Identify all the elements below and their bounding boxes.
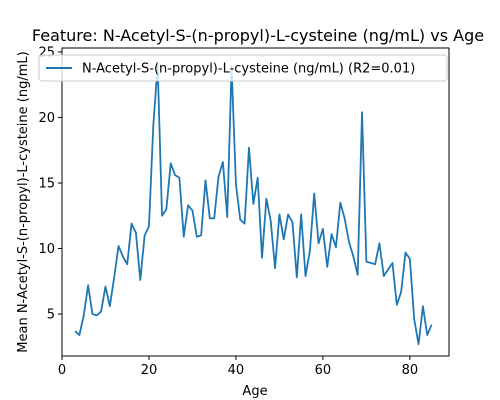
- x-axis-label: Age: [242, 384, 267, 399]
- plot-frame: [61, 47, 450, 357]
- x-tick-label: 60: [315, 363, 332, 378]
- series-line-0: [74, 64, 433, 346]
- y-tick-label: 10: [38, 242, 55, 257]
- y-tick-label: 15: [38, 176, 55, 191]
- x-tick-label: 40: [228, 363, 245, 378]
- legend-label: N-Acetyl-S-(n-propyl)-L-cysteine (ng/mL)…: [82, 62, 415, 77]
- x-tick-label: 20: [141, 363, 158, 378]
- y-tick-label: 5: [47, 308, 55, 323]
- x-tick-label: 0: [58, 363, 66, 378]
- x-tick-label: 80: [402, 363, 419, 378]
- y-tick-label: 20: [38, 111, 55, 126]
- chart-title: Feature: N-Acetyl-S-(n-propyl)-L-cystein…: [32, 26, 484, 45]
- series-layer: [74, 64, 433, 346]
- legend-box: [38, 54, 448, 82]
- x-axis: 0 20 40 60 80: [58, 356, 418, 378]
- y-axis-label: Mean N-Acetyl-S-(n-propyl)-L-cysteine (n…: [16, 51, 31, 352]
- legend: N-Acetyl-S-(n-propyl)-L-cysteine (ng/mL)…: [38, 54, 448, 82]
